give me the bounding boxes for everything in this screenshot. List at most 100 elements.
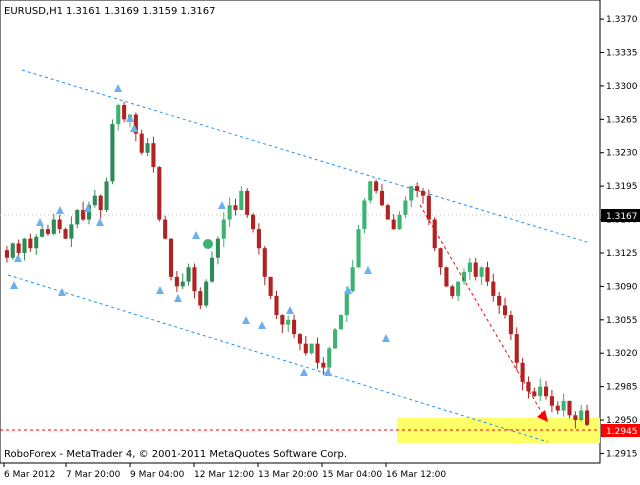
candle-body [245, 190, 250, 215]
candlestick-series [4, 101, 590, 429]
candle-body [479, 267, 484, 277]
candle-body [315, 343, 320, 363]
price-tick-label: 1.3195 [606, 182, 638, 192]
candle-body [168, 238, 174, 277]
fractal-marker [10, 281, 18, 289]
candle-body [397, 214, 402, 230]
price-tick-label: 1.3335 [606, 49, 638, 59]
current-price-tag-label: 1.3167 [606, 212, 638, 222]
fractal-marker [300, 368, 308, 376]
candle-body [51, 219, 56, 234]
candle-body [438, 248, 443, 268]
candle-body [110, 124, 115, 182]
candle-body [585, 410, 590, 425]
time-tick-label: 15 Mar 04:00 [322, 470, 382, 480]
candle-body [57, 219, 62, 230]
candle-body [192, 267, 197, 292]
candle-body [473, 262, 478, 277]
plot-area[interactable] [0, 0, 601, 464]
time-tick-label: 13 Mar 20:00 [258, 470, 318, 480]
candle-body [491, 281, 496, 296]
candle-body [69, 224, 74, 239]
candle-body [186, 267, 191, 282]
candle-body [40, 229, 45, 237]
candle-body [239, 190, 244, 211]
fractal-marker [286, 306, 294, 314]
candle-body [28, 238, 33, 249]
fractal-marker [324, 368, 332, 376]
candle-body [204, 281, 209, 306]
price-tick-label: 1.3300 [606, 82, 638, 92]
candle-body [344, 291, 349, 316]
candle-body [420, 190, 426, 196]
candle-body [374, 181, 379, 191]
candle-body [309, 343, 314, 354]
fractal-marker [96, 218, 104, 226]
candle-body [403, 200, 408, 215]
candle-body [467, 262, 472, 273]
candle-body [567, 400, 572, 416]
price-tick-label: 1.2915 [606, 449, 638, 459]
time-tick-label: 7 Mar 20:00 [66, 470, 121, 480]
candle-body [333, 329, 338, 349]
candle-body [145, 143, 150, 153]
price-axis: 1.3370 1.3335 1.3300 1.3265 1.3230 1.3195 1.31… [600, 15, 638, 459]
time-axis: 6 Mar 2012 7 Mar 20:00 9 Mar 04:00 12 Mar 1… [3, 463, 446, 480]
candle-body [450, 286, 455, 296]
price-tick-label: 1.3055 [606, 316, 638, 326]
candle-body [362, 200, 367, 230]
fractal-marker [14, 254, 22, 262]
candle-body [485, 267, 490, 282]
candle-body [579, 410, 584, 421]
candle-body [45, 229, 51, 234]
candle-body [139, 133, 144, 153]
candle-body [543, 386, 549, 397]
candle-body [163, 219, 168, 239]
candle-body [16, 243, 21, 253]
fractal-marker [114, 84, 122, 92]
fractal-marker [382, 334, 390, 342]
fractal-marker [84, 204, 92, 212]
candle-body [555, 405, 560, 411]
candle-body [4, 250, 9, 258]
candle-body [174, 276, 179, 287]
candle-body [151, 143, 156, 168]
candle-body [86, 205, 92, 220]
fractal-marker [218, 201, 226, 209]
candle-body [209, 257, 215, 282]
candle-body [385, 205, 390, 220]
candle-body [81, 210, 86, 220]
candle-body [250, 214, 256, 230]
time-tick-label: 9 Mar 04:00 [130, 470, 185, 480]
price-tick-label: 1.3230 [606, 149, 638, 159]
time-tick-label: 16 Mar 12:00 [386, 470, 446, 480]
fractal-marker [242, 316, 250, 324]
candle-body [379, 190, 385, 206]
fractal-markers [10, 84, 390, 376]
candle-body [274, 295, 279, 316]
candle-body [368, 181, 373, 201]
candle-body [122, 105, 127, 120]
candle-body [92, 195, 97, 206]
candle-body [573, 415, 578, 421]
fractal-marker [174, 294, 182, 302]
candle-body [297, 334, 302, 344]
candle-body [391, 219, 396, 230]
candle-body [432, 219, 437, 249]
candle-body [116, 105, 121, 125]
fractal-marker [56, 206, 64, 214]
candle-body [526, 381, 531, 392]
fractal-marker [130, 124, 138, 132]
channel-upper-line [21, 69, 591, 244]
fractal-marker [36, 218, 44, 226]
candle-body [215, 238, 220, 258]
candle-body [157, 167, 162, 220]
candle-body [180, 281, 185, 287]
fractal-marker [192, 231, 200, 239]
time-tick-label: 12 Mar 12:00 [194, 470, 254, 480]
price-tick-label: 1.2985 [606, 383, 638, 393]
candle-body [356, 229, 361, 268]
fractal-marker [58, 288, 66, 296]
